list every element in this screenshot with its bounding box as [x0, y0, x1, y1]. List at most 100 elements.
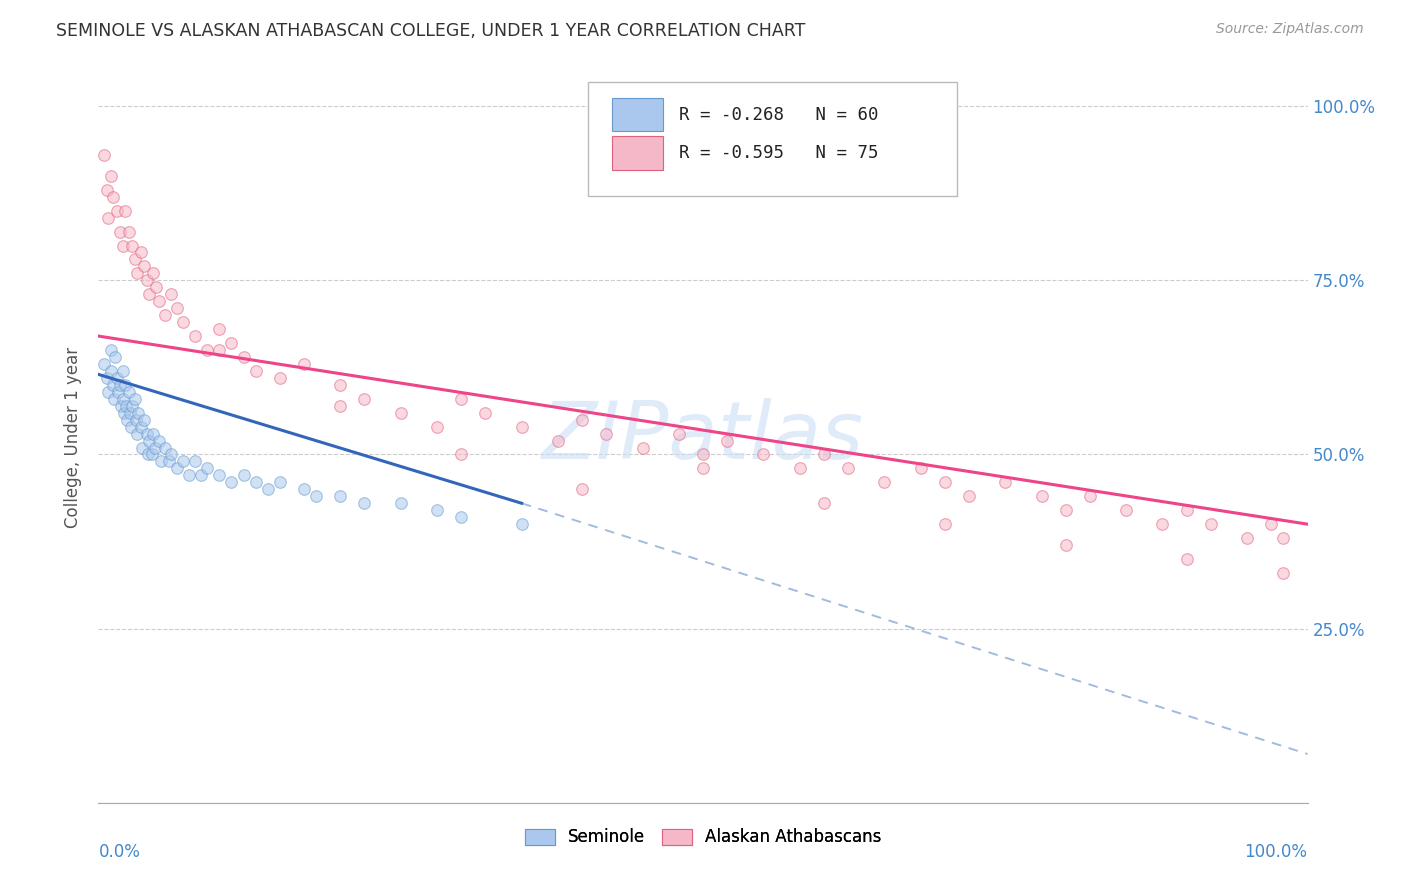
Point	[716, 434, 738, 448]
Point	[100, 169, 122, 183]
Point	[353, 496, 375, 510]
Point	[510, 517, 533, 532]
Point	[100, 343, 122, 357]
Point	[1199, 517, 1222, 532]
Point	[1272, 531, 1295, 545]
Point	[131, 441, 153, 455]
Point	[138, 434, 160, 448]
Point	[127, 426, 149, 441]
Point	[305, 489, 328, 503]
Point	[1272, 566, 1295, 580]
Point	[105, 203, 128, 218]
Point	[389, 406, 412, 420]
Text: Source: ZipAtlas.com: Source: ZipAtlas.com	[1216, 22, 1364, 37]
Point	[100, 364, 122, 378]
Point	[96, 183, 118, 197]
Point	[141, 448, 163, 462]
Point	[114, 377, 136, 392]
Point	[1175, 503, 1198, 517]
Point	[910, 461, 932, 475]
Point	[103, 392, 125, 406]
Point	[208, 468, 231, 483]
Point	[329, 399, 352, 413]
Point	[134, 260, 156, 274]
Point	[118, 384, 141, 399]
Point	[595, 426, 617, 441]
Point	[129, 245, 152, 260]
Point	[166, 461, 188, 475]
Point	[142, 426, 165, 441]
Point	[221, 336, 243, 351]
Point	[125, 412, 148, 426]
Point	[111, 238, 134, 252]
Point	[450, 392, 472, 406]
Point	[329, 377, 352, 392]
Point	[108, 225, 131, 239]
Point	[232, 350, 254, 364]
Point	[292, 483, 315, 497]
Point	[101, 190, 124, 204]
Point	[124, 252, 146, 267]
Point	[353, 392, 375, 406]
Text: SEMINOLE VS ALASKAN ATHABASCAN COLLEGE, UNDER 1 YEAR CORRELATION CHART: SEMINOLE VS ALASKAN ATHABASCAN COLLEGE, …	[56, 22, 806, 40]
Point	[1031, 489, 1053, 503]
Text: R = -0.595   N = 75: R = -0.595 N = 75	[679, 145, 879, 162]
Point	[118, 406, 141, 420]
Point	[107, 384, 129, 399]
Point	[631, 441, 654, 455]
Point	[153, 308, 176, 322]
Point	[142, 266, 165, 280]
Text: 100.0%: 100.0%	[1244, 843, 1308, 861]
Point	[389, 496, 412, 510]
Point	[172, 454, 194, 468]
FancyBboxPatch shape	[613, 136, 664, 170]
Point	[789, 461, 811, 475]
Point	[93, 148, 115, 162]
Point	[292, 357, 315, 371]
Point	[121, 238, 143, 252]
Point	[1078, 489, 1101, 503]
Point	[150, 454, 173, 468]
Point	[873, 475, 896, 490]
Point	[166, 301, 188, 316]
Point	[571, 412, 593, 426]
Point	[426, 419, 449, 434]
Point	[329, 489, 352, 503]
Point	[692, 448, 714, 462]
Point	[160, 448, 183, 462]
Point	[135, 273, 157, 287]
Point	[114, 203, 136, 218]
Point	[547, 434, 569, 448]
Text: ZIPatlas: ZIPatlas	[541, 398, 865, 476]
Point	[450, 510, 472, 524]
Point	[256, 483, 278, 497]
FancyBboxPatch shape	[613, 98, 664, 131]
Point	[127, 266, 149, 280]
Point	[450, 448, 472, 462]
Point	[127, 406, 149, 420]
Point	[101, 377, 124, 392]
Point	[143, 441, 166, 455]
Point	[96, 371, 118, 385]
Point	[957, 489, 980, 503]
Point	[195, 343, 218, 357]
Point	[129, 419, 152, 434]
Point	[813, 496, 835, 510]
Point	[510, 419, 533, 434]
Point	[994, 475, 1017, 490]
Point	[112, 406, 135, 420]
Point	[93, 357, 115, 371]
Point	[190, 468, 212, 483]
Point	[269, 475, 291, 490]
Point	[426, 503, 449, 517]
Point	[110, 399, 132, 413]
Point	[111, 392, 134, 406]
Point	[124, 392, 146, 406]
Text: R = -0.268   N = 60: R = -0.268 N = 60	[679, 105, 879, 123]
Point	[245, 364, 267, 378]
Point	[145, 280, 167, 294]
Point	[1054, 538, 1077, 552]
Point	[571, 483, 593, 497]
Point	[135, 426, 157, 441]
Point	[668, 426, 690, 441]
